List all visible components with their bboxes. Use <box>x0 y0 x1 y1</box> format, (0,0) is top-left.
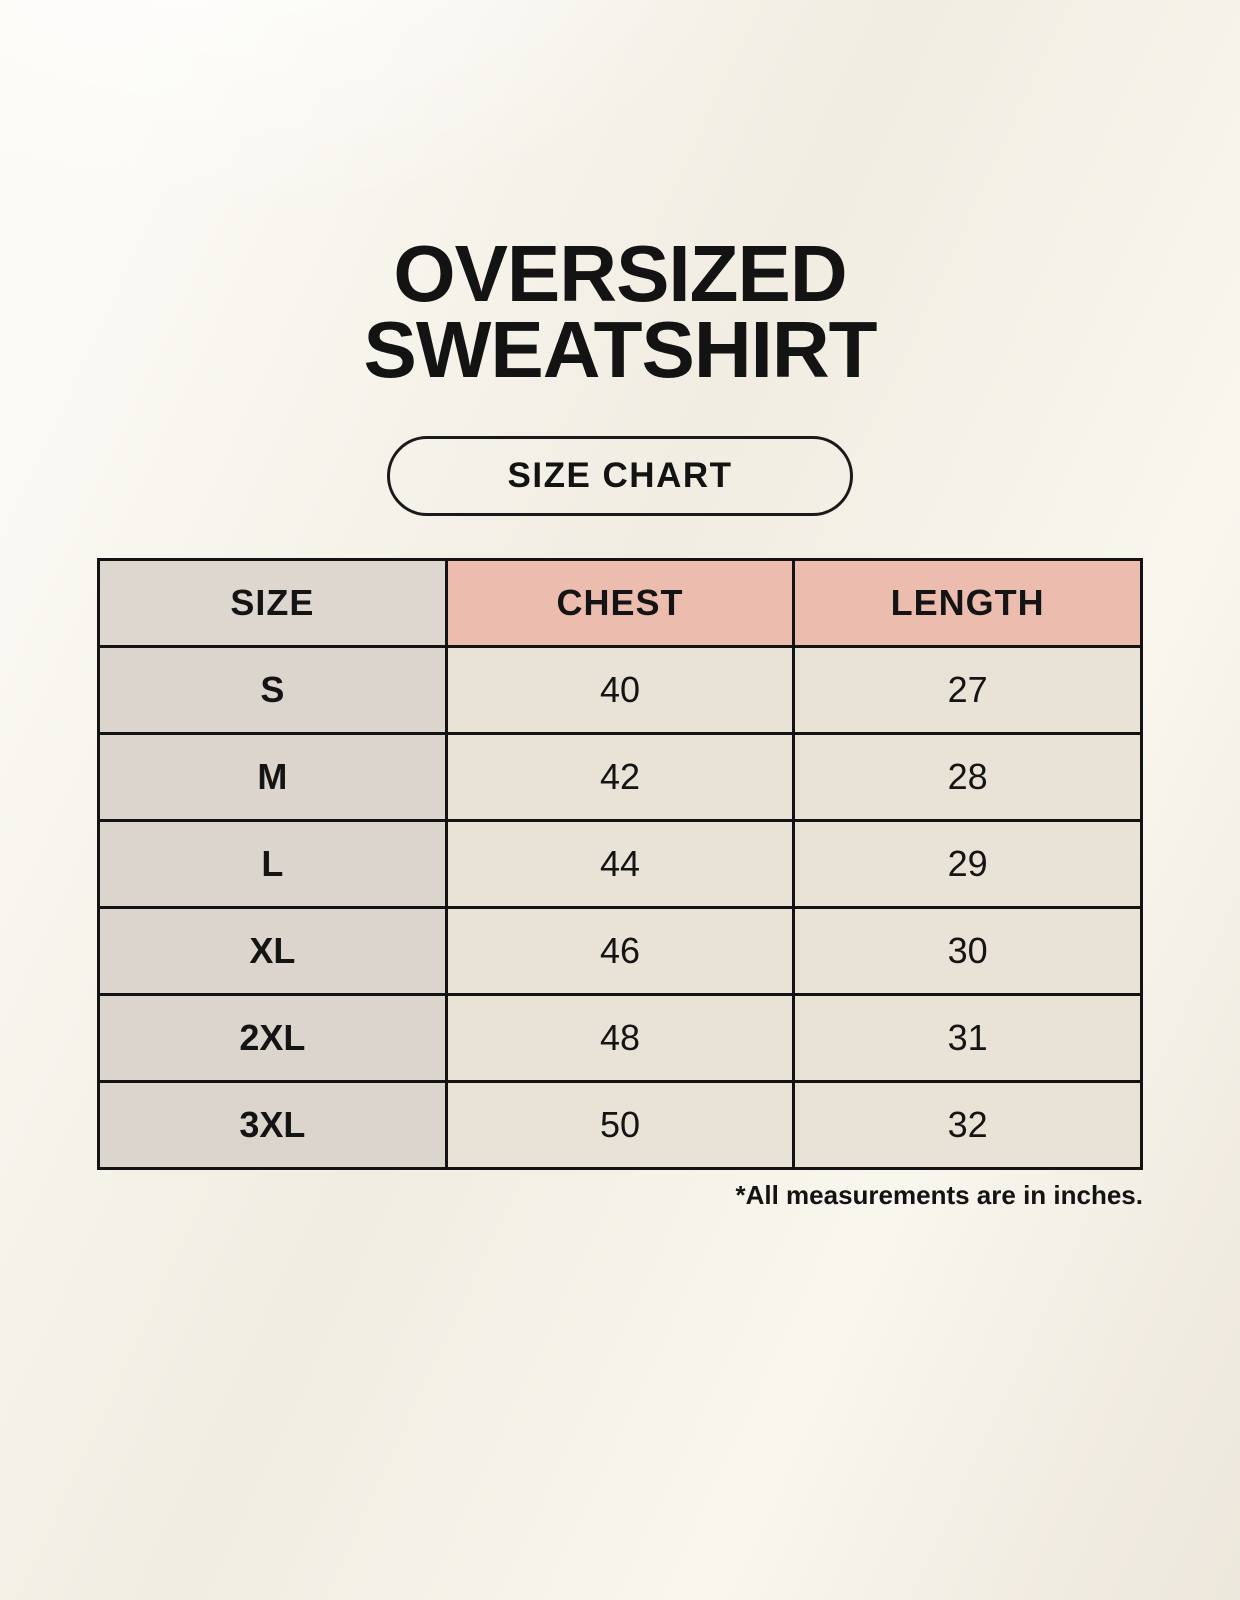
size-chart-table-container: SIZE CHEST LENGTH S 40 27 M 42 28 L <box>97 558 1143 1170</box>
size-chart-badge-label: SIZE CHART <box>507 456 733 495</box>
chest-value-cell: 50 <box>444 1080 796 1170</box>
size-label-cell: M <box>97 732 448 822</box>
size-label-cell: XL <box>97 906 448 996</box>
length-value-cell: 32 <box>792 1080 1143 1170</box>
chest-value-cell: 46 <box>444 906 796 996</box>
column-header-chest: CHEST <box>444 558 796 648</box>
chest-value-cell: 44 <box>444 819 796 909</box>
length-value-cell: 29 <box>792 819 1143 909</box>
size-label-cell: 2XL <box>97 993 448 1083</box>
column-header-size: SIZE <box>97 558 448 648</box>
size-chart-badge: SIZE CHART <box>387 436 853 516</box>
length-value-cell: 27 <box>792 645 1143 735</box>
chest-value-cell: 42 <box>444 732 796 822</box>
table-row-s: S 40 27 <box>97 645 1143 735</box>
size-label-cell: 3XL <box>97 1080 448 1170</box>
page-title-line1: OVERSIZED <box>393 229 847 318</box>
page-title-line2: SWEATSHIRT <box>363 305 878 394</box>
table-header-row: SIZE CHEST LENGTH <box>97 558 1143 648</box>
size-chart-table: SIZE CHEST LENGTH S 40 27 M 42 28 L <box>97 558 1143 1170</box>
measurements-footnote: *All measurements are in inches. <box>735 1180 1143 1210</box>
size-label-cell: L <box>97 819 448 909</box>
table-row-2xl: 2XL 48 31 <box>97 993 1143 1083</box>
column-header-length: LENGTH <box>792 558 1143 648</box>
table-row-3xl: 3XL 50 32 <box>97 1080 1143 1170</box>
chest-value-cell: 48 <box>444 993 796 1083</box>
length-value-cell: 28 <box>792 732 1143 822</box>
length-value-cell: 30 <box>792 906 1143 996</box>
table-row-xl: XL 46 30 <box>97 906 1143 996</box>
length-value-cell: 31 <box>792 993 1143 1083</box>
page-title: OVERSIZED SWEATSHIRT <box>0 229 1240 394</box>
chest-value-cell: 40 <box>444 645 796 735</box>
table-row-l: L 44 29 <box>97 819 1143 909</box>
size-label-cell: S <box>97 645 448 735</box>
table-row-m: M 42 28 <box>97 732 1143 822</box>
